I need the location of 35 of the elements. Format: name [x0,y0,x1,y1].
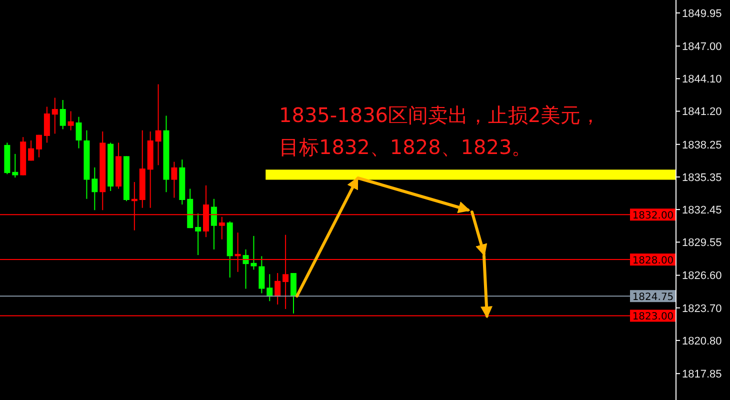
candlestick [36,134,42,158]
candlestick [258,256,265,294]
candlestick [52,97,58,134]
y-tick-label: 1829.55 [682,237,722,250]
candlestick [274,272,281,305]
y-tick-label: 1844.10 [682,74,722,86]
candlestick [76,116,82,149]
ref-line-label: 1823.00 [632,312,674,323]
y-tick-label: 1847.00 [682,40,722,53]
ref-line-label: 1828.00 [632,256,674,267]
annotation: 目标1832、1828、1823。 [279,134,533,161]
ref-line-label: 1832.00 [632,210,674,222]
y-tick-label: 1823.70 [682,302,722,315]
y-tick-label: 1841.20 [682,106,722,118]
candlestick [171,161,178,198]
candlestick [92,166,98,211]
ref-line-label: 1824.75 [632,292,674,304]
candlestick [12,153,18,178]
candlestick [68,110,74,131]
y-tick-label: 1849.95 [682,8,722,20]
y-tick-label: 1826.60 [682,270,722,282]
candlestick [60,100,66,130]
candlestick [218,216,225,240]
candlestick [195,212,202,256]
y-tick-label: 1835.35 [682,172,722,184]
candlestick [290,272,296,314]
y-tick-label: 1820.80 [682,335,722,348]
y-tick-label: 1838.25 [682,139,722,152]
candlestick [210,198,217,250]
annotation: 1835-1836区间卖出，止损2美元， [279,102,601,129]
candlestick [155,84,162,166]
candlestick [28,140,34,162]
y-tick-label: 1832.45 [682,204,722,216]
y-tick-label: 1817.85 [682,368,722,380]
candlestick [44,106,50,144]
